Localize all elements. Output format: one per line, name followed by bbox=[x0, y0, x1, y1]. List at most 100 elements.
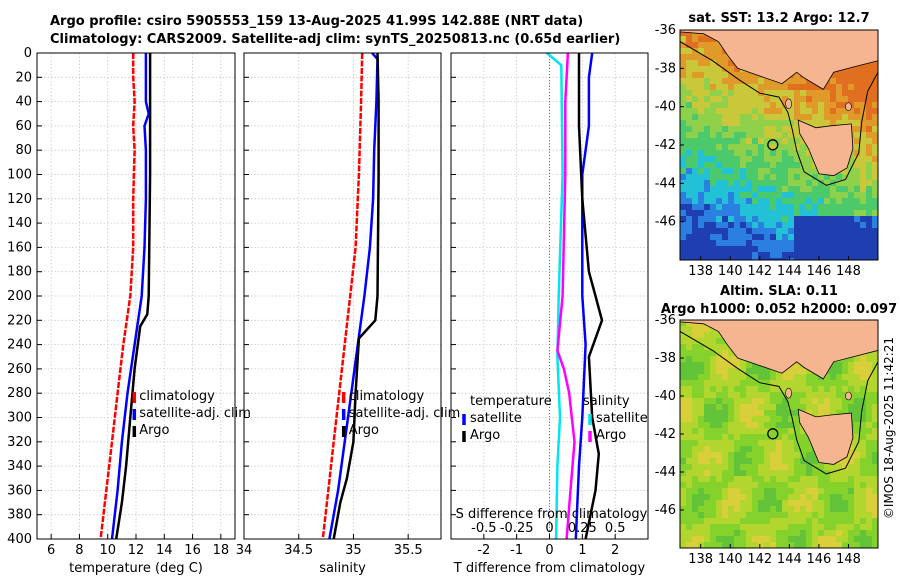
field-cell bbox=[830, 246, 836, 252]
field-cell bbox=[728, 96, 734, 102]
field-cell bbox=[680, 138, 686, 144]
field-cell bbox=[770, 126, 776, 132]
field-cell bbox=[818, 234, 824, 240]
field-cell bbox=[800, 530, 806, 536]
field-cell bbox=[830, 240, 836, 246]
field-cell bbox=[812, 174, 818, 180]
field-cell bbox=[716, 228, 722, 234]
field-cell bbox=[860, 126, 866, 132]
field-cell bbox=[818, 228, 824, 234]
field-cell bbox=[860, 66, 866, 72]
field-cell bbox=[806, 240, 812, 246]
field-cell bbox=[782, 144, 788, 150]
field-cell bbox=[830, 174, 836, 180]
field-cell bbox=[776, 132, 782, 138]
field-cell bbox=[776, 108, 782, 114]
field-cell bbox=[800, 380, 806, 386]
field-cell bbox=[740, 362, 746, 368]
field-cell bbox=[872, 156, 878, 162]
field-cell bbox=[836, 380, 842, 386]
field-cell bbox=[722, 234, 728, 240]
field-cell bbox=[764, 162, 770, 168]
field-cell bbox=[854, 246, 860, 252]
field-cell bbox=[692, 240, 698, 246]
field-cell bbox=[872, 228, 878, 234]
field-cell bbox=[680, 258, 686, 260]
field-cell bbox=[806, 156, 812, 162]
field-cell bbox=[734, 90, 740, 96]
field-cell bbox=[752, 440, 758, 446]
field-cell bbox=[836, 192, 842, 198]
field-cell bbox=[692, 138, 698, 144]
field-cell bbox=[812, 524, 818, 530]
field-cell bbox=[746, 524, 752, 530]
legend-label: satellite-adj. clim bbox=[349, 406, 461, 421]
field-cell bbox=[734, 410, 740, 416]
field-cell bbox=[770, 458, 776, 464]
field-cell bbox=[728, 530, 734, 536]
field-cell bbox=[854, 404, 860, 410]
field-cell bbox=[716, 180, 722, 186]
field-cell bbox=[830, 72, 836, 78]
field-cell bbox=[704, 386, 710, 392]
field-cell bbox=[686, 386, 692, 392]
field-cell bbox=[794, 162, 800, 168]
field-cell bbox=[776, 524, 782, 530]
field-cell bbox=[794, 446, 800, 452]
field-cell bbox=[758, 446, 764, 452]
field-cell bbox=[830, 530, 836, 536]
field-cell bbox=[812, 234, 818, 240]
field-cell bbox=[818, 204, 824, 210]
field-cell bbox=[758, 180, 764, 186]
field-cell bbox=[788, 180, 794, 186]
field-cell bbox=[788, 150, 794, 156]
field-cell bbox=[812, 192, 818, 198]
lon-tick-label: 146 bbox=[806, 552, 831, 567]
field-cell bbox=[740, 482, 746, 488]
field-cell bbox=[704, 204, 710, 210]
field-cell bbox=[776, 144, 782, 150]
field-cell bbox=[782, 404, 788, 410]
field-cell bbox=[686, 458, 692, 464]
field-cell bbox=[710, 482, 716, 488]
field-cell bbox=[680, 386, 686, 392]
field-cell bbox=[788, 482, 794, 488]
field-cell bbox=[704, 506, 710, 512]
field-cell bbox=[854, 156, 860, 162]
field-cell bbox=[854, 434, 860, 440]
field-cell bbox=[872, 252, 878, 258]
field-cell bbox=[800, 482, 806, 488]
field-cell bbox=[776, 204, 782, 210]
field-cell bbox=[710, 66, 716, 72]
field-cell bbox=[722, 530, 728, 536]
field-cell bbox=[734, 452, 740, 458]
field-cell bbox=[710, 228, 716, 234]
field-cell bbox=[758, 144, 764, 150]
field-cell bbox=[704, 48, 710, 54]
field-cell bbox=[866, 120, 872, 126]
field-cell bbox=[704, 398, 710, 404]
field-cell bbox=[698, 162, 704, 168]
field-cell bbox=[842, 204, 848, 210]
field-cell bbox=[698, 410, 704, 416]
field-cell bbox=[848, 542, 854, 548]
field-cell bbox=[716, 392, 722, 398]
field-cell bbox=[788, 476, 794, 482]
field-cell bbox=[752, 192, 758, 198]
field-cell bbox=[794, 398, 800, 404]
field-cell bbox=[806, 536, 812, 542]
field-cell bbox=[866, 168, 872, 174]
field-cell bbox=[824, 84, 830, 90]
field-cell bbox=[794, 198, 800, 204]
field-cell bbox=[752, 186, 758, 192]
field-cell bbox=[722, 476, 728, 482]
field-cell bbox=[716, 108, 722, 114]
field-cell bbox=[788, 192, 794, 198]
field-cell bbox=[770, 518, 776, 524]
field-cell bbox=[758, 216, 764, 222]
field-cell bbox=[818, 216, 824, 222]
field-cell bbox=[860, 162, 866, 168]
field-cell bbox=[806, 374, 812, 380]
field-cell bbox=[866, 240, 872, 246]
field-cell bbox=[752, 482, 758, 488]
